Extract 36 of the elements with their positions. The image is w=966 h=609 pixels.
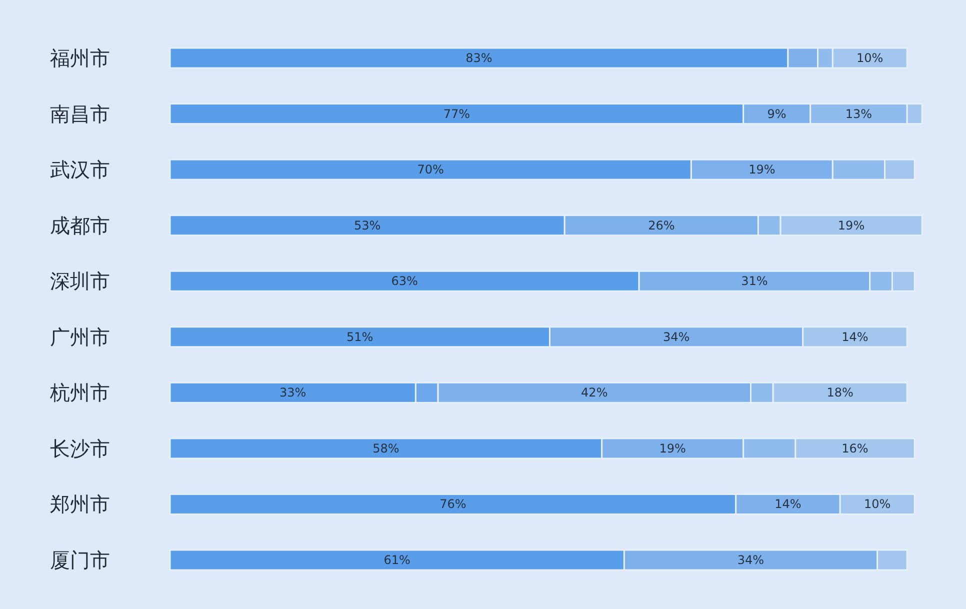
data-label: 51% <box>346 330 374 344</box>
y-tick-label: 长沙市 <box>50 436 110 460</box>
data-label: 77% <box>443 106 470 121</box>
data-label: 10% <box>856 51 884 65</box>
y-tick-label: 郑州市 <box>50 492 110 516</box>
data-label: 53% <box>354 218 381 232</box>
data-label: 83% <box>466 51 492 65</box>
y-tick-label: 厦门市 <box>50 548 110 572</box>
data-label: 19% <box>748 162 776 177</box>
y-tick-label: 成都市 <box>50 213 110 238</box>
data-label: 19% <box>838 218 865 232</box>
data-label: 34% <box>737 553 764 567</box>
data-label: 14% <box>842 330 868 344</box>
data-label: 34% <box>662 330 690 344</box>
data-label: 76% <box>440 497 466 512</box>
data-label: 14% <box>774 497 802 512</box>
data-label: 42% <box>581 386 608 400</box>
y-tick-label: 深圳市 <box>50 269 110 294</box>
data-label: 18% <box>826 386 854 400</box>
data-label: 16% <box>842 441 868 456</box>
data-label: 58% <box>372 441 400 456</box>
data-label: 26% <box>648 218 675 232</box>
y-tick-label: 杭州市 <box>49 380 110 405</box>
y-tick-label: 南昌市 <box>50 102 110 126</box>
data-label: 9% <box>767 106 786 121</box>
data-label: 63% <box>391 274 418 288</box>
data-label: 31% <box>741 274 768 288</box>
data-label: 70% <box>417 162 444 177</box>
data-label: 13% <box>845 106 872 121</box>
data-label: 33% <box>280 386 306 400</box>
data-label: 19% <box>659 441 686 456</box>
data-label: 10% <box>864 497 891 512</box>
y-tick-label: 武汉市 <box>50 158 110 182</box>
y-tick-label: 广州市 <box>50 324 110 349</box>
data-label: 61% <box>384 553 410 567</box>
y-tick-label: 福州市 <box>50 46 110 70</box>
